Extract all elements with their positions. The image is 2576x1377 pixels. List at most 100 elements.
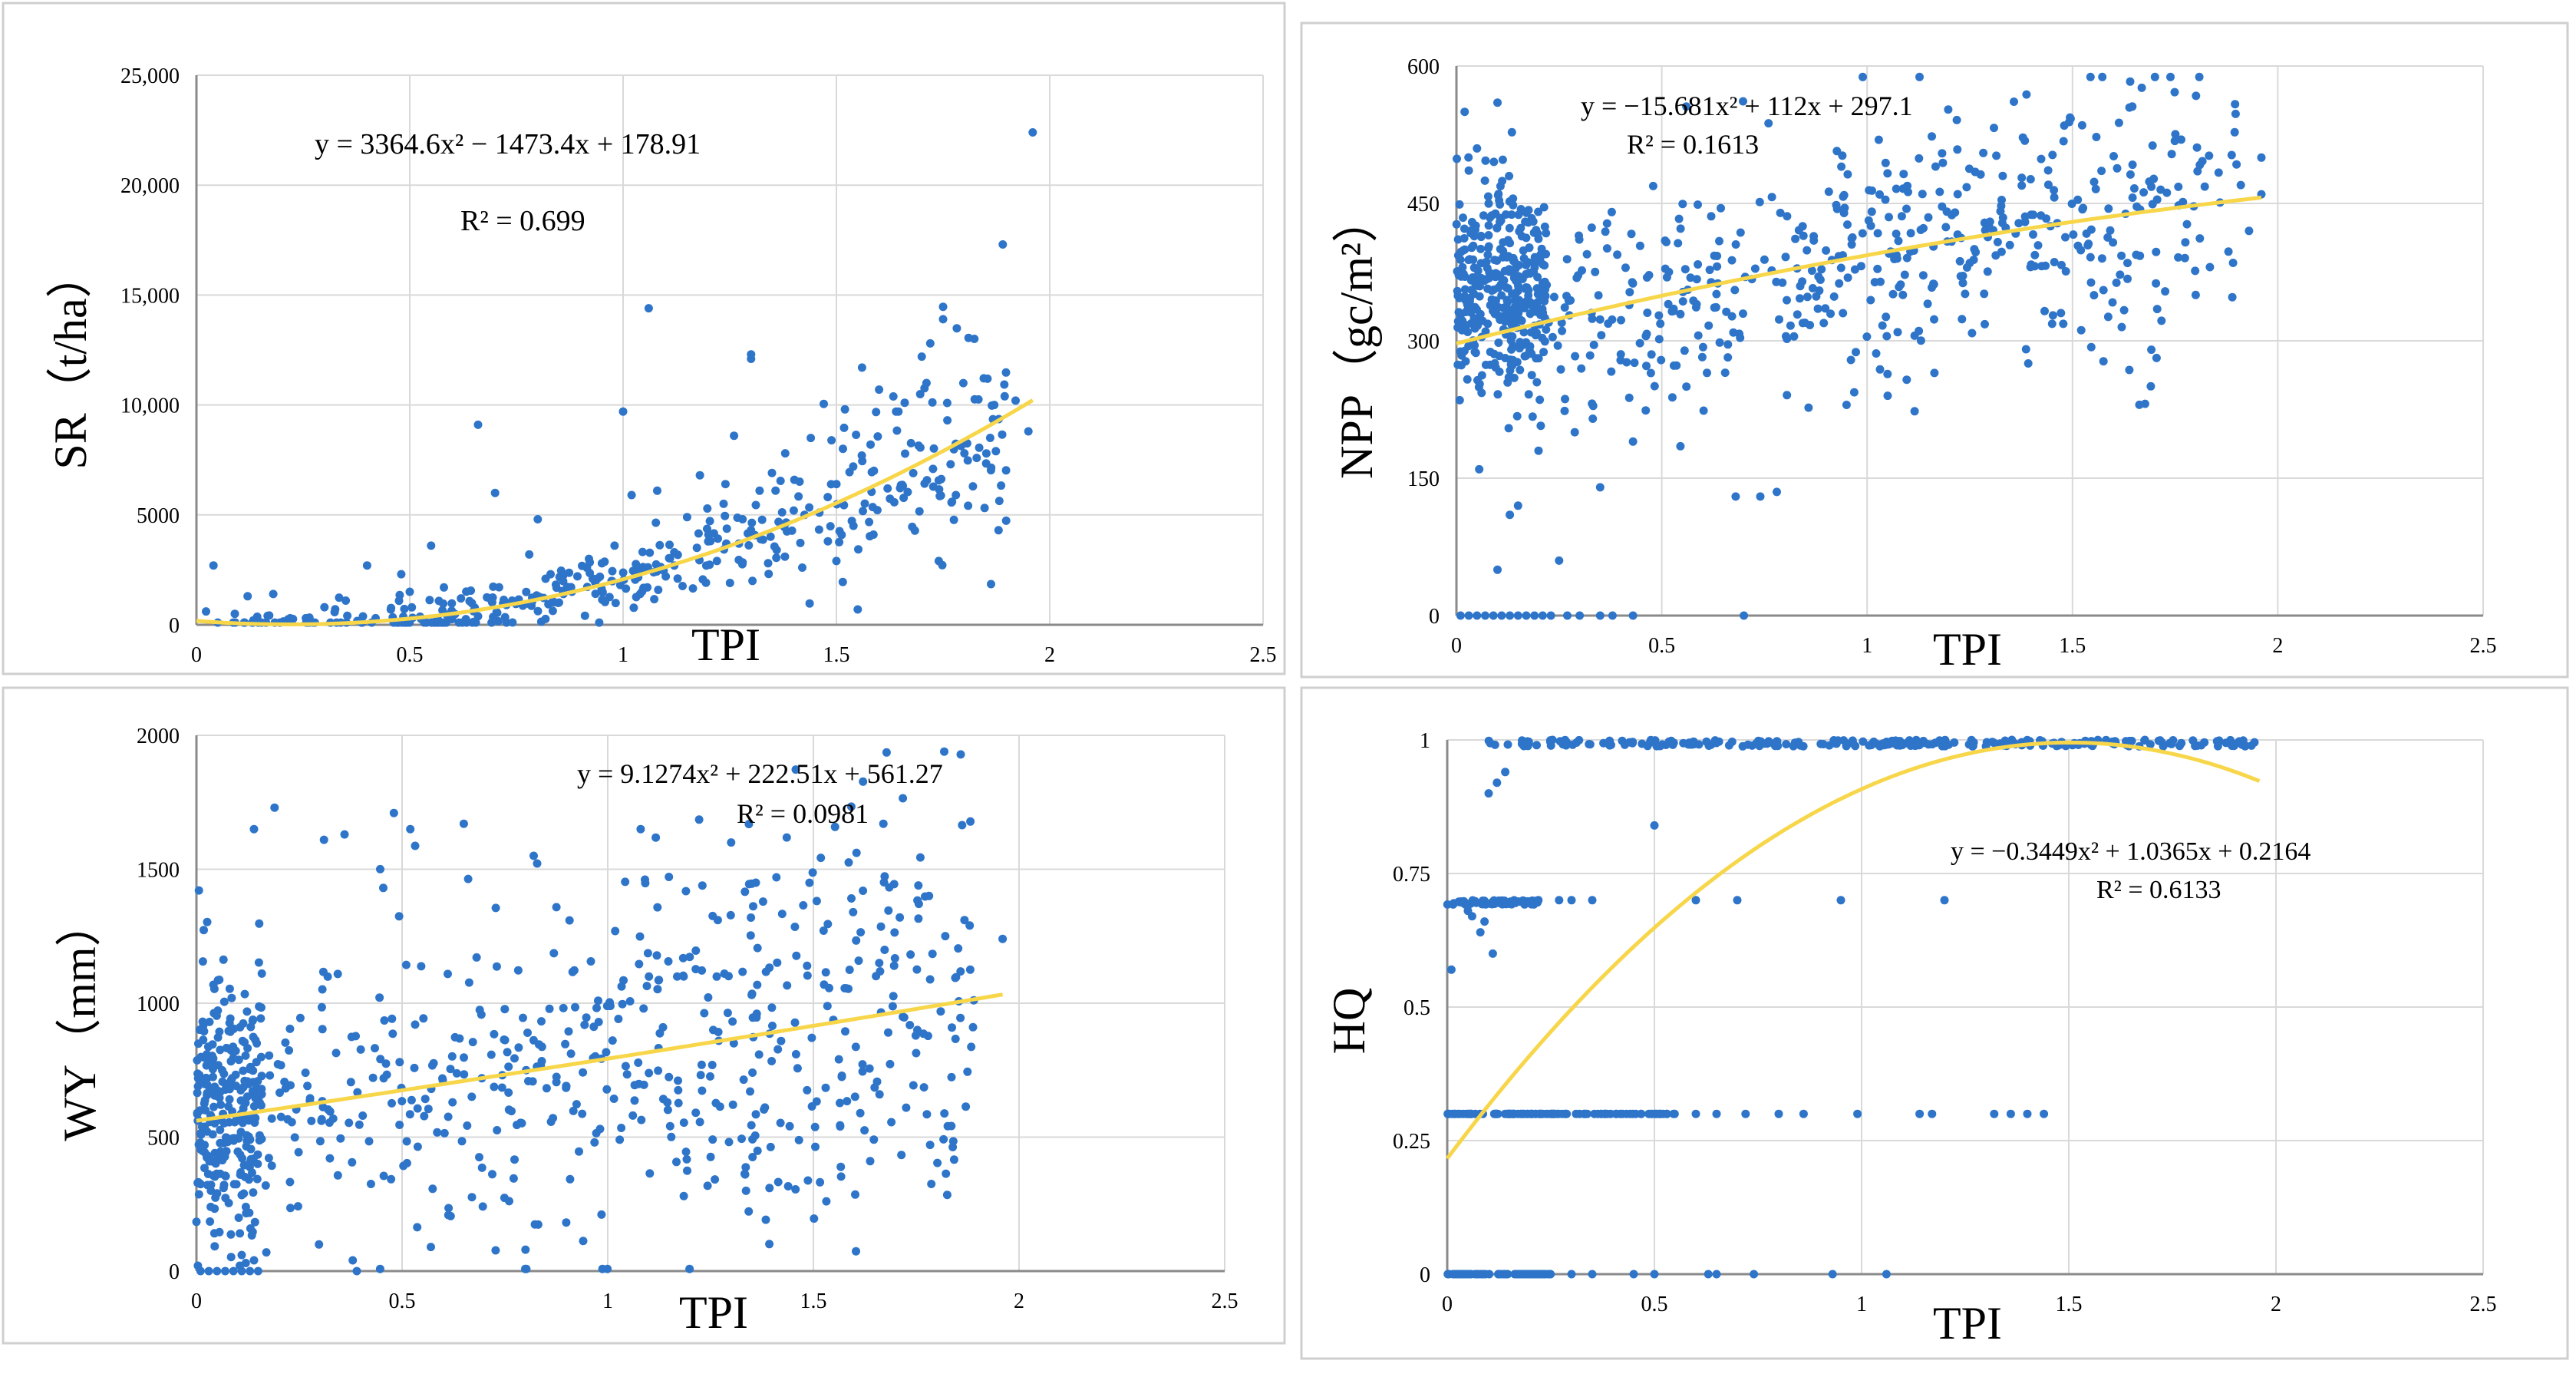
scatter-point xyxy=(387,603,396,613)
scatter-point xyxy=(785,1121,794,1131)
scatter-point xyxy=(1935,187,1944,196)
scatter-point xyxy=(1516,365,1525,375)
scatter-point xyxy=(747,1121,756,1130)
scatter-point xyxy=(1803,246,1812,255)
scatter-point xyxy=(1560,406,1569,415)
x-tick-label: 2.5 xyxy=(2470,1293,2497,1316)
scatter-point xyxy=(1900,270,1909,279)
scatter-point xyxy=(965,921,975,930)
scatter-point xyxy=(1492,1109,1501,1118)
scatter-point xyxy=(591,589,600,599)
scatter-point xyxy=(488,1170,496,1179)
scatter-point xyxy=(602,1002,612,1011)
scatter-point xyxy=(1502,296,1512,305)
scatter-point xyxy=(2043,180,2053,190)
scatter-point xyxy=(195,1179,204,1187)
scatter-point xyxy=(222,1147,231,1156)
scatter-point xyxy=(882,748,891,757)
scatter-point xyxy=(723,1009,732,1018)
scatter-point xyxy=(2212,737,2221,746)
scatter-point xyxy=(1915,154,1924,163)
scatter-point xyxy=(594,1018,603,1026)
scatter-point xyxy=(2050,258,2059,266)
scatter-point xyxy=(267,1161,276,1171)
scatter-point xyxy=(2112,278,2121,287)
scatter-point xyxy=(865,517,874,527)
scatter-point xyxy=(859,507,867,516)
scatter-point xyxy=(1694,331,1703,340)
scatter-point xyxy=(1460,346,1469,355)
scatter-point xyxy=(1475,292,1484,301)
scatter-point xyxy=(1783,391,1792,400)
scatter-point xyxy=(665,553,675,563)
scatter-point xyxy=(566,1174,575,1184)
scatter-point xyxy=(816,854,826,863)
scatter-point xyxy=(875,385,884,395)
scatter-point xyxy=(209,984,219,993)
scatter-point xyxy=(1501,210,1510,219)
scatter-point xyxy=(2230,127,2239,137)
x-tick-label: 1 xyxy=(602,1289,613,1313)
scatter-point xyxy=(1773,487,1781,497)
scatter-point xyxy=(1001,466,1011,475)
scatter-point xyxy=(2228,292,2237,302)
scatter-point xyxy=(721,511,730,520)
scatter-point xyxy=(421,1095,430,1104)
scatter-point xyxy=(289,615,298,623)
trendline xyxy=(196,398,1034,627)
scatter-point xyxy=(1484,243,1493,253)
scatter-point xyxy=(838,577,847,586)
scatter-point xyxy=(1812,292,1821,301)
scatter-point xyxy=(773,958,782,967)
scatter-point xyxy=(1589,340,1598,349)
scatter-point xyxy=(963,456,972,465)
scatter-point xyxy=(238,1036,247,1045)
scatter-point xyxy=(1915,1109,1925,1118)
scatter-point xyxy=(1775,315,1783,324)
scatter-point xyxy=(1590,1109,1599,1118)
scatter-point xyxy=(2171,130,2180,139)
scatter-point xyxy=(253,1077,262,1086)
y-tick-label: 300 xyxy=(1407,330,1440,354)
scatter-point xyxy=(1622,358,1631,367)
scatter-point xyxy=(751,1110,760,1119)
scatter-point xyxy=(967,1042,976,1052)
scatter-point xyxy=(1507,345,1516,354)
scatter-point xyxy=(2106,226,2115,235)
scatter-point xyxy=(471,618,480,627)
scatter-point xyxy=(787,526,797,535)
scatter-point xyxy=(708,1135,717,1144)
scatter-point xyxy=(1928,1109,1937,1118)
scatter-point xyxy=(1476,231,1486,240)
scatter-point xyxy=(205,1157,214,1166)
scatter-point xyxy=(856,1108,865,1118)
scatter-point xyxy=(1553,341,1562,350)
scatter-point xyxy=(1690,739,1699,748)
scatter-point xyxy=(1525,342,1535,351)
scatter-point xyxy=(683,1166,691,1175)
scatter-point xyxy=(523,1029,532,1037)
scatter-point xyxy=(341,596,351,605)
scatter-point xyxy=(236,1229,245,1238)
trend-equation: y = −15.681x² + 112x + 297.1 xyxy=(1581,91,1913,121)
x-tick-label: 2 xyxy=(2272,634,2283,658)
scatter-point xyxy=(1509,200,1518,210)
scatter-point xyxy=(240,989,249,999)
scatter-point xyxy=(1883,391,1892,401)
scatter-point xyxy=(226,1057,236,1066)
scatter-point xyxy=(1930,315,1938,324)
scatter-point xyxy=(2017,173,2027,183)
scatter-point xyxy=(2152,353,2161,362)
scatter-point xyxy=(935,485,944,494)
scatter-point xyxy=(1689,296,1698,305)
scatter-point xyxy=(388,1098,396,1108)
scatter-point xyxy=(773,1045,783,1054)
scatter-point xyxy=(2200,182,2209,191)
scatter-point xyxy=(239,1066,248,1075)
scatter-point xyxy=(1444,1270,1453,1279)
scatter-point xyxy=(355,1120,364,1129)
scatter-point xyxy=(791,1050,800,1058)
scatter-point xyxy=(866,440,875,449)
scatter-point xyxy=(450,1032,460,1042)
